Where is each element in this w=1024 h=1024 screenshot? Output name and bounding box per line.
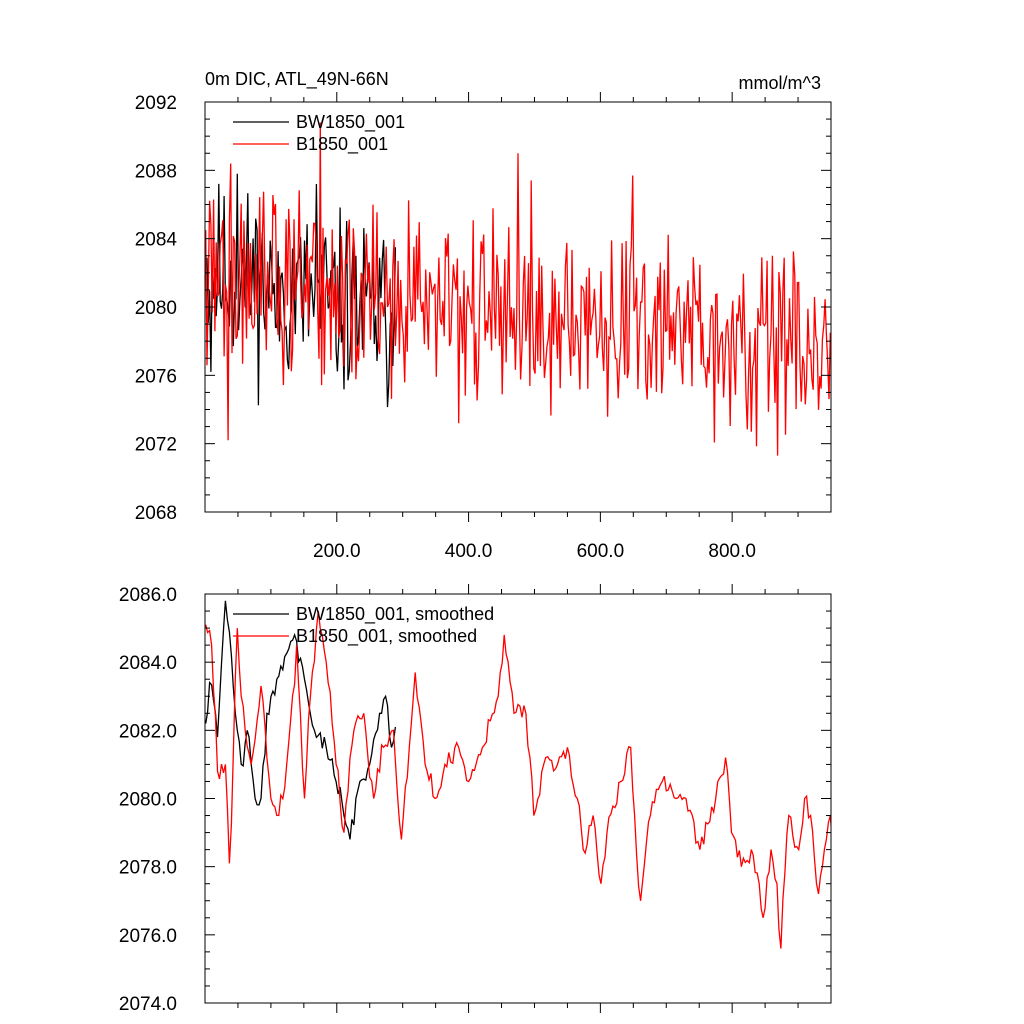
y-tick-label: 2076: [135, 366, 177, 387]
units-label: mmol/m^3: [739, 73, 821, 93]
y-tick-label: 2078.0: [119, 858, 177, 879]
y-tick-label: 2076.0: [119, 926, 177, 947]
y-tick-label: 2084.0: [119, 653, 177, 674]
plot-frame: [204, 593, 832, 1004]
chart-top: 2068 2072 2076 2080 2084 2088 2092 200.0 400.0 60…: [135, 69, 832, 562]
y-tick-label: 2068: [135, 503, 177, 524]
y-tick-label: 2092: [135, 93, 177, 114]
y-tick-label: 2088: [135, 161, 177, 182]
chart-title: 0m DIC, ATL_49N-66N: [205, 69, 389, 90]
series-line-red: [205, 610, 831, 949]
legend-label: B1850_001: [296, 134, 388, 155]
x-tick-label: 400.0: [445, 541, 493, 562]
y-tick-label: 2082.0: [119, 721, 177, 742]
legend-label: BW1850_001, smoothed: [296, 604, 494, 625]
y-tick-label: 2086.0: [119, 585, 177, 606]
series-line-black: [205, 600, 397, 840]
y-tick-label: 2072: [135, 435, 177, 456]
x-tick-label: 800.0: [708, 541, 756, 562]
legend-label: B1850_001, smoothed: [296, 626, 477, 647]
y-tick-label: 2084: [135, 230, 178, 251]
y-tick-label: 2080.0: [119, 790, 177, 811]
legend-label: BW1850_001: [296, 112, 405, 133]
x-tick-label: 200.0: [313, 541, 361, 562]
chart-bottom: 2074.0 2076.0 2078.0 2080.0 2082.0 2084.0 2086…: [119, 584, 832, 1015]
y-tick-label: 2080: [135, 298, 177, 319]
series-line-red: [205, 122, 831, 456]
x-tick-label: 600.0: [577, 541, 625, 562]
y-tick-label: 2074.0: [119, 994, 177, 1015]
